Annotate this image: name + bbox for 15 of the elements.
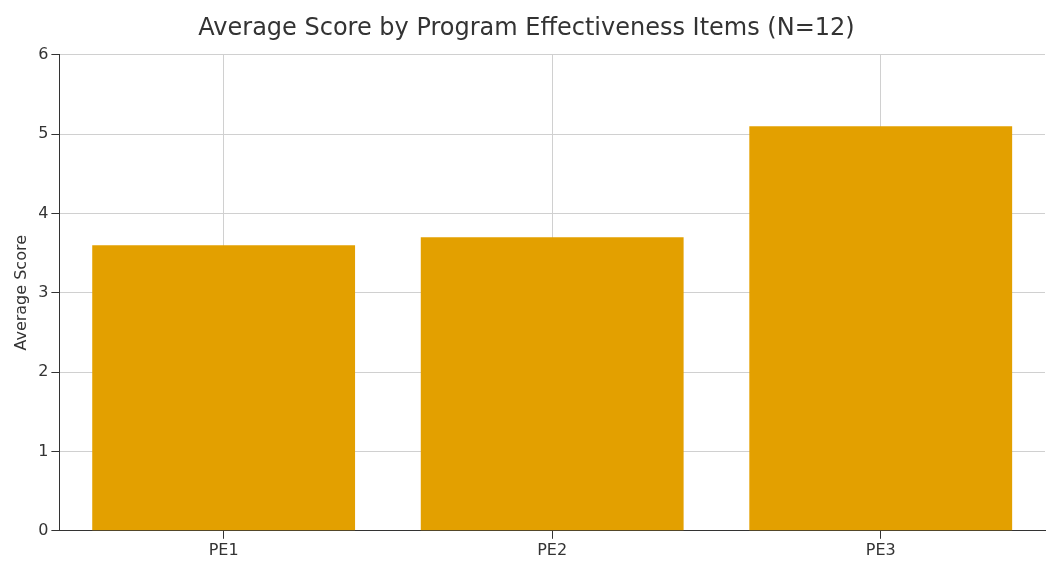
y-tick-label: 0: [38, 519, 49, 539]
x-tick-label: PE1: [208, 539, 239, 559]
bar: [749, 126, 1013, 531]
y-tick-label: 2: [38, 361, 49, 381]
bar: [92, 245, 356, 531]
y-tick-label: 1: [38, 440, 49, 460]
y-tick-label: 5: [38, 123, 49, 143]
x-tick-label: PE2: [537, 539, 568, 559]
y-axis-title: Average Score: [10, 235, 30, 351]
y-tick-label: 3: [38, 281, 49, 301]
bar: [420, 237, 684, 531]
y-tick-label: 6: [38, 43, 49, 63]
y-tick-label: 4: [38, 202, 49, 222]
chart-title: Average Score by Program Effectiveness Items (N=12): [198, 12, 855, 41]
x-tick-label: PE3: [865, 539, 896, 559]
